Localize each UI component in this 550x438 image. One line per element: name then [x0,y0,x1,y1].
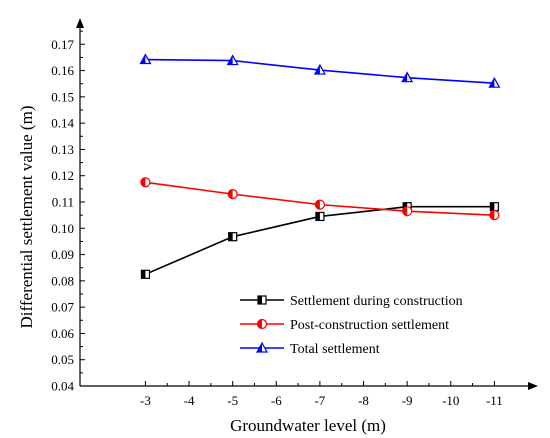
data-point [226,54,239,66]
data-point [314,199,326,210]
x-tick-label: -3 [140,393,151,408]
data-point [227,189,238,200]
y-axis-label: Differential settlement value (m) [17,106,36,329]
data-point [228,232,238,242]
data-point [489,210,500,221]
y-tick-label: 0.12 [51,168,74,183]
y-tick-label: 0.10 [51,221,74,236]
y-tick-label: 0.08 [51,273,74,288]
data-point [488,76,501,88]
series-layer [139,53,501,279]
data-point [255,341,269,353]
data-point [401,71,414,83]
series-1 [140,177,500,221]
y-tick-label: 0.04 [51,379,74,394]
legend-label: Total settlement [290,342,380,357]
legend-item: Settlement during construction [240,294,463,309]
series-2 [139,53,501,88]
y-tick-label: 0.09 [51,247,74,262]
series-0 [140,202,499,279]
y-tick-label: 0.13 [51,142,74,157]
data-point [140,177,151,188]
y-tick-label: 0.07 [51,300,74,315]
x-tick-label: -11 [486,393,503,408]
data-point [313,63,326,75]
x-tick-label: -6 [271,393,282,408]
x-axis-ticks: -3 -4 -5 -6 -7 -8 -9 -10 -11 [140,381,503,408]
y-tick-label: 0.16 [51,63,74,78]
data-point [256,318,268,330]
legend-label: Post-construction settlement [290,318,449,333]
x-tick-label: -5 [227,393,238,408]
series-line [145,181,495,216]
legend-item: Post-construction settlement [240,318,449,333]
y-tick-label: 0.11 [52,195,74,210]
data-point [489,202,499,212]
legend: Settlement during construction Post-const… [240,294,463,357]
data-point [139,53,152,65]
x-tick-label: -7 [314,393,325,408]
y-tick-label: 0.17 [51,37,74,52]
data-point [315,211,325,222]
y-tick-label: 0.05 [51,352,74,367]
axes [76,18,538,390]
x-axis-label: Groundwater level (m) [230,416,386,435]
x-tick-label: -10 [442,393,459,408]
y-tick-label: 0.06 [51,326,74,341]
y-tick-label: 0.15 [51,89,74,104]
data-point [402,206,413,217]
x-tick-label: -9 [402,393,413,408]
x-tick-label: -8 [358,393,369,408]
y-axis-ticks: 0.04 0.05 0.06 0.07 0.08 0.09 0.10 0.11 0.12 0.13… [51,30,85,394]
y-tick-label: 0.14 [51,116,74,131]
legend-item: Total settlement [240,341,380,357]
y-axis-arrow [76,18,84,28]
x-axis-arrow [528,382,538,390]
data-point [140,269,151,279]
legend-label: Settlement during construction [290,294,463,309]
data-point [257,295,267,305]
x-tick-label: -4 [184,393,195,408]
